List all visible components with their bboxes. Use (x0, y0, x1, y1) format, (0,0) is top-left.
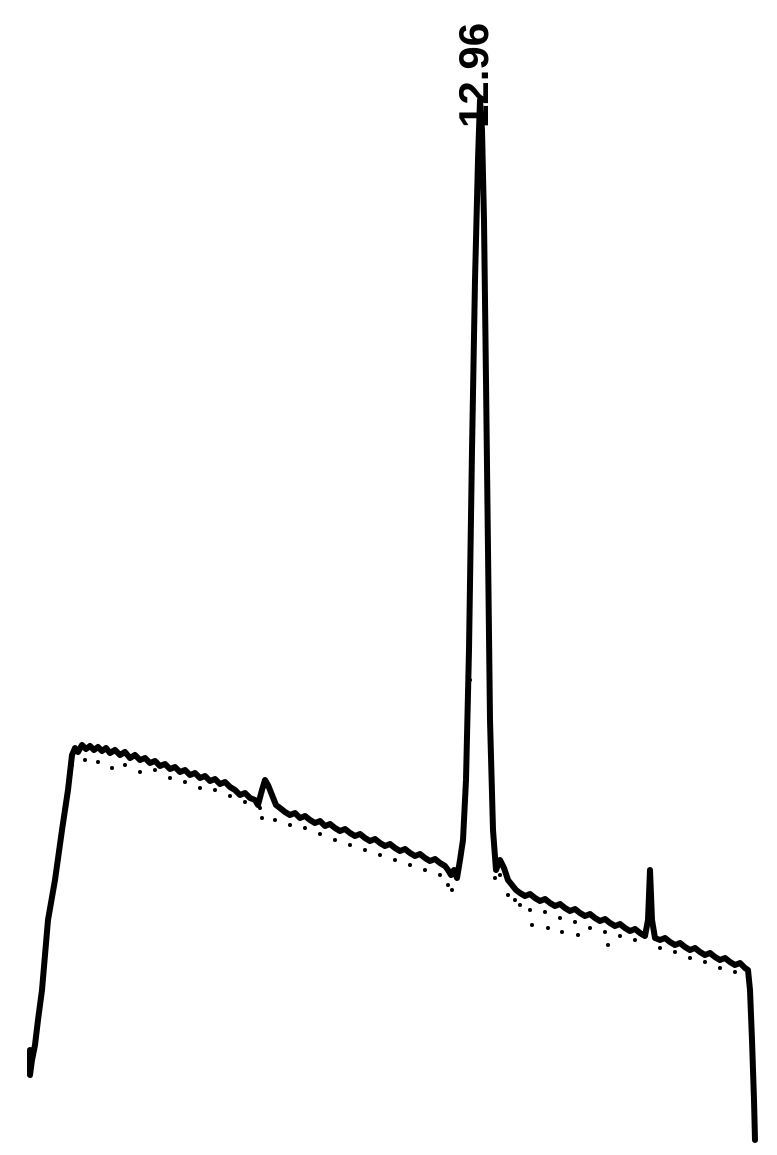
chromatogram-trace (30, 100, 755, 1140)
chromatogram-svg (0, 0, 777, 1155)
peak-retention-label: 12.96 (450, 23, 498, 128)
chromatogram-chart: 12.96 (0, 0, 777, 1155)
